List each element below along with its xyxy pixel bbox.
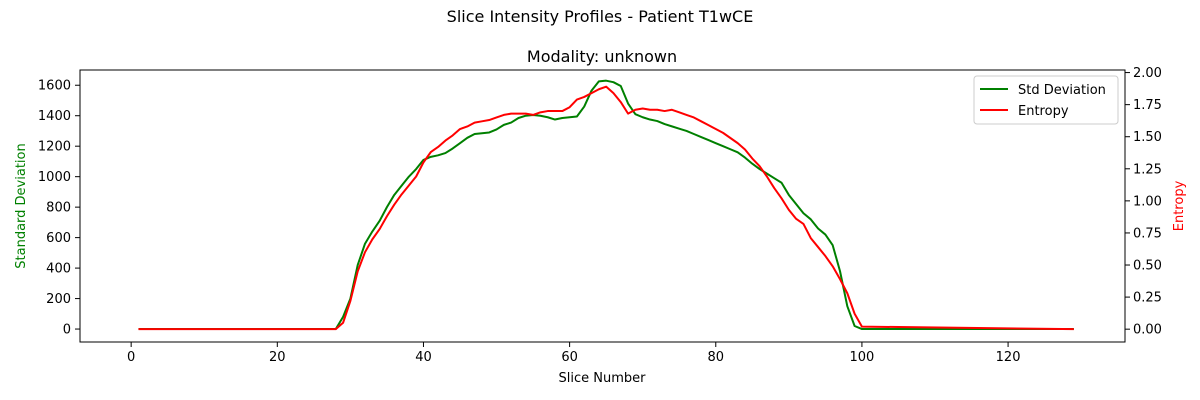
legend-box xyxy=(973,75,1119,125)
y-left-tick-label: 600 xyxy=(46,231,71,246)
y-axis-right: 0.00 0.25 0.50 0.75 1.00 1.25 1.50 1.75 2.00 xyxy=(1125,66,1162,338)
series-layer xyxy=(138,79,1074,331)
x-tick-label: 80 xyxy=(707,350,724,365)
y-right-tick-label: 2.00 xyxy=(1133,66,1162,81)
series-line-std-deviation xyxy=(138,79,1074,331)
x-axis: 0 20 40 60 80 100 120 xyxy=(127,342,1020,365)
x-tick-label: 40 xyxy=(415,350,432,365)
y-left-tick-label: 1000 xyxy=(38,170,71,185)
y-right-tick-label: 1.75 xyxy=(1133,98,1162,113)
y-left-tick-label: 200 xyxy=(46,292,71,307)
y-axis-left: 0 200 400 600 800 1000 1200 1400 1600 xyxy=(38,79,80,338)
x-tick-label: 20 xyxy=(269,350,286,365)
chart-title: Modality: unknown xyxy=(527,47,677,66)
y-left-tick-label: 1600 xyxy=(38,79,71,94)
x-axis-label: Slice Number xyxy=(559,371,647,386)
legend: Std Deviation Entropy xyxy=(973,75,1119,125)
y-right-tick-label: 0.50 xyxy=(1133,259,1162,274)
y-axis-left-label: Standard Deviation xyxy=(14,143,29,268)
x-tick-label: 60 xyxy=(561,350,578,365)
legend-label-std-deviation: Std Deviation xyxy=(1018,83,1106,98)
y-right-tick-label: 1.25 xyxy=(1133,162,1162,177)
x-tick-label: 100 xyxy=(850,350,875,365)
y-right-tick-label: 1.00 xyxy=(1133,194,1162,209)
y-left-tick-label: 1400 xyxy=(38,109,71,124)
y-right-tick-label: 1.50 xyxy=(1133,130,1162,145)
x-tick-label: 0 xyxy=(127,350,135,365)
chart-suptitle: Slice Intensity Profiles - Patient T1wCE xyxy=(447,7,754,26)
legend-label-entropy: Entropy xyxy=(1018,104,1069,119)
y-left-tick-label: 800 xyxy=(46,201,71,216)
y-left-tick-label: 0 xyxy=(63,323,71,338)
series-line-entropy xyxy=(138,85,1074,331)
y-right-tick-label: 0.25 xyxy=(1133,291,1162,306)
y-right-tick-label: 0.00 xyxy=(1133,323,1162,338)
plot-frame xyxy=(79,69,1126,343)
x-tick-label: 120 xyxy=(996,350,1021,365)
y-left-tick-label: 400 xyxy=(46,262,71,277)
y-right-tick-label: 0.75 xyxy=(1133,226,1162,241)
y-axis-right-label: Entropy xyxy=(1172,180,1187,231)
y-left-tick-label: 1200 xyxy=(38,140,71,155)
